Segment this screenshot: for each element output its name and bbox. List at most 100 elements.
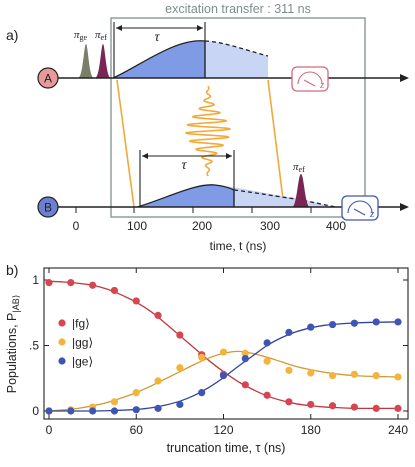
- data-point-s2-6: [176, 400, 184, 409]
- y-tick-label-0: 0: [32, 404, 39, 418]
- pulse-ef-b: [292, 174, 310, 207]
- readout-a-label: z: [319, 79, 325, 91]
- chart-y-axis-label: Populations, P|AB⟩: [5, 295, 21, 393]
- x-tick-label-240: 240: [388, 423, 408, 437]
- data-point-s1-5: [154, 377, 162, 385]
- timeline-b-arrowhead: [400, 203, 409, 211]
- data-point-s1-13: [328, 372, 337, 380]
- time-tick-label-200: 200: [192, 219, 212, 233]
- data-point-s0-15: [372, 404, 380, 412]
- x-tick-label-60: 60: [130, 423, 144, 437]
- data-point-s1-11: [285, 366, 293, 374]
- data-point-s0-14: [350, 403, 358, 411]
- time-axis-label: time, t (ns): [210, 239, 267, 253]
- transfer-window-box: [110, 17, 366, 218]
- legend-marker-2: [58, 357, 66, 365]
- fit-lines: [48, 280, 399, 412]
- data-point-s1-8: [219, 348, 228, 356]
- wavepacket-b-edge: [136, 184, 235, 208]
- qubit-a-node: [37, 67, 59, 89]
- data-point-s0-5: [154, 311, 162, 319]
- data-point-s1-15: [372, 372, 380, 380]
- time-tick-label-0: 0: [73, 219, 80, 233]
- data-point-s1-16: [394, 373, 402, 381]
- panel-b: b) 0 60 120 180 240 0 .5 1 truncation time, τ (…: [5, 262, 409, 455]
- tau-a-label: τ: [154, 30, 160, 45]
- data-point-s2-13: [328, 320, 337, 329]
- data-point-s2-12: [307, 323, 315, 331]
- data-point-s0-16: [394, 404, 402, 412]
- fit-line-1: [48, 350, 399, 412]
- data-point-s0-6: [176, 331, 184, 339]
- data-point-s2-8: [219, 372, 228, 380]
- meter-b-needle: [353, 208, 366, 216]
- x-tick-label-180: 180: [301, 423, 321, 437]
- legend: |fg⟩ |gg⟩ |ge⟩: [58, 317, 93, 369]
- data-points: [45, 279, 402, 415]
- data-point-s1-10: [263, 357, 271, 365]
- data-point-s1-4: [132, 389, 140, 397]
- data-point-s0-10: [263, 391, 271, 399]
- panel-b-label: b): [6, 262, 18, 278]
- tau-b-label: τ: [181, 158, 187, 173]
- panel-a: a) excitation transfer : 311 ns πge πef …: [6, 2, 409, 253]
- legend-marker-0: [58, 319, 66, 327]
- axis-ticks: [44, 268, 408, 419]
- fit-line-0: [48, 280, 398, 410]
- meter-a-icon: [297, 71, 323, 85]
- data-point-s0-12: [307, 400, 315, 409]
- data-point-s2-4: [132, 406, 140, 414]
- mapping-line-left: [116, 79, 135, 208]
- data-point-s2-10: [263, 339, 271, 347]
- pulse-ge-label: πge: [74, 29, 88, 42]
- pulse-ef-b-label: πef: [293, 161, 305, 174]
- data-point-s0-13: [328, 402, 337, 410]
- time-tick-label-400: 400: [326, 219, 346, 233]
- tau-a-arrow-right: [197, 25, 203, 31]
- legend-label-0: |fg⟩: [72, 317, 90, 331]
- data-point-s2-5: [154, 404, 162, 412]
- y-tick-label-.5: .5: [29, 339, 39, 353]
- data-point-s2-14: [350, 319, 358, 327]
- tau-a-arrow-left: [116, 25, 122, 31]
- data-point-s2-1: [67, 407, 75, 415]
- pulse-ge-a: [78, 44, 94, 78]
- transfer-window-title: excitation transfer : 311 ns: [165, 2, 311, 16]
- x-tick-label-0: 0: [46, 423, 53, 437]
- data-point-s2-7: [198, 389, 206, 397]
- tau-b-arrow-right: [226, 153, 232, 159]
- data-point-s2-15: [372, 318, 380, 326]
- data-point-s2-9: [241, 355, 249, 363]
- data-point-s1-7: [198, 353, 206, 361]
- data-point-s1-3: [110, 398, 119, 406]
- readout-b-label: z: [369, 208, 375, 220]
- x-tick-label-120: 120: [213, 423, 233, 437]
- wavepacket-b-dashed-edge: [233, 189, 337, 208]
- data-point-s2-11: [285, 328, 293, 336]
- photon-wavepacket: [184, 85, 232, 177]
- data-point-s1-6: [176, 364, 184, 372]
- data-point-s0-4: [132, 297, 140, 305]
- panel-a-label: a): [6, 27, 18, 43]
- data-point-s0-9: [241, 381, 249, 389]
- legend-label-2: |ge⟩: [72, 355, 93, 369]
- data-point-s2-0: [45, 407, 53, 415]
- pulse-ef-label: πef: [95, 29, 107, 42]
- qubit-b-node: [37, 196, 59, 218]
- legend-marker-1: [58, 338, 66, 346]
- data-point-s2-2: [89, 407, 97, 415]
- wavepacket-b-absorbed: [137, 184, 234, 207]
- wavepacket-a-emitted: [113, 40, 205, 78]
- tick-labels: 0 60 120 180 240 0 .5 1: [29, 273, 408, 437]
- tau-b-arrow-left: [142, 153, 148, 159]
- meter-b-icon: [347, 200, 373, 214]
- data-point-s0-11: [285, 398, 293, 406]
- wavepacket-a-dashed-edge: [204, 40, 269, 57]
- data-point-s0-1: [67, 279, 75, 287]
- plot-frame: [43, 267, 409, 420]
- time-axis: 0 100 200 300 400 time, t (ns): [73, 207, 346, 253]
- data-point-s2-16: [394, 318, 402, 326]
- data-point-s0-3: [110, 286, 119, 295]
- readout-b: [341, 195, 379, 221]
